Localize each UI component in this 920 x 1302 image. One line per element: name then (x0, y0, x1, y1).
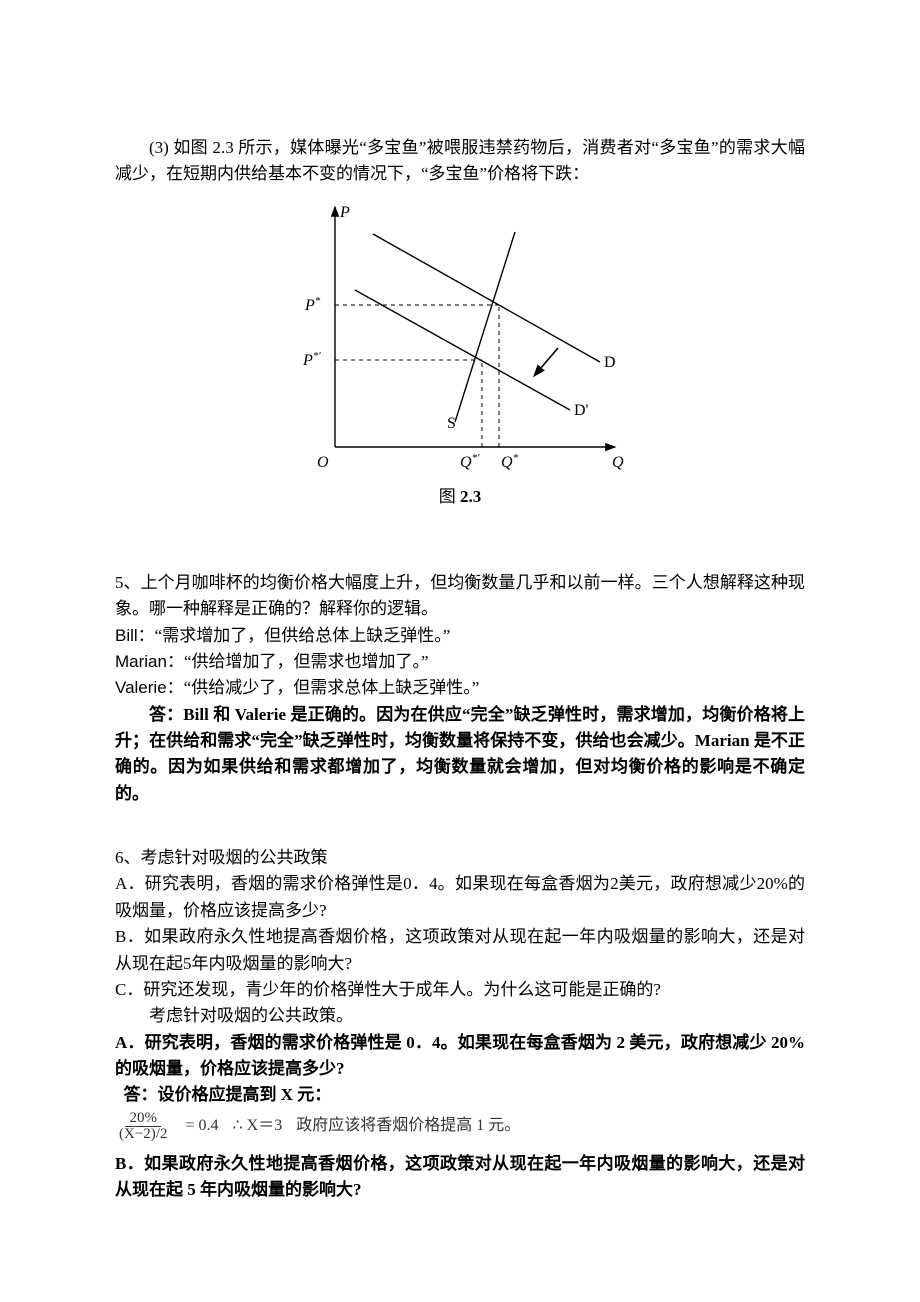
figure-caption: 图 2.3 (115, 484, 805, 510)
q6-c1b: 考虑针对吸烟的公共政策。 (115, 1003, 805, 1029)
valerie-name: Valerie： (115, 678, 184, 697)
fraction: 20% (X−2)/2 (115, 1111, 171, 1144)
bill-name: Bill： (115, 626, 155, 645)
q6-equation: 20% (X−2)/2 = 0.4 ∴ X＝3 政府应该将香烟价格提高 1 元。 (115, 1111, 805, 1144)
svg-text:Q: Q (612, 454, 624, 471)
marian-name: Marian： (115, 652, 184, 671)
fraction-den: (X−2)/2 (115, 1127, 171, 1143)
q6-ans-label: 答：设价格应提高到 X 元： (115, 1082, 805, 1108)
supply-demand-chart: P Q O P* P*' Q*' Q* S D D' (280, 192, 640, 482)
svg-text:P*: P* (304, 295, 321, 314)
svg-text:P*': P*' (302, 350, 321, 369)
q5-marian: Marian：“供给增加了，但需求也增加了。” (115, 649, 805, 675)
bill-quote: “需求增加了，但供给总体上缺乏弹性。” (155, 626, 451, 645)
svg-text:Q*': Q*' (460, 452, 480, 471)
q6-a2: A．研究表明，香烟的需求价格弹性是 0．4。如果现在每盒香烟为 2 美元，政府想… (115, 1030, 805, 1083)
eq-tail: 政府应该将香烟价格提高 1 元。 (296, 1114, 520, 1139)
q5-valerie: Valerie：“供给减少了，但需求总体上缺乏弹性。” (115, 675, 805, 701)
svg-text:S: S (447, 415, 456, 432)
q6-a1: A．研究表明，香烟的需求价格弹性是0．4。如果现在每盒香烟为2美元，政府想减少2… (115, 871, 805, 924)
fraction-num: 20% (125, 1111, 161, 1128)
svg-text:Q*: Q* (501, 452, 519, 471)
q6-c1a: C．研究还发现，青少年的价格弹性大于成年人。为什么这可能是正确的? (115, 977, 805, 1003)
q5-prompt: 5、上个月咖啡杯的均衡价格大幅度上升，但均衡数量几乎和以前一样。三个人想解释这种… (115, 570, 805, 623)
eq-rhs: = 0.4 (185, 1114, 218, 1139)
q6-b1: B．如果政府永久性地提高香烟价格，这项政策对从现在起一年内吸烟量的影响大，还是对… (115, 924, 805, 977)
q6-title: 6、考虑针对吸烟的公共政策 (115, 845, 805, 871)
figure-2-3: P Q O P* P*' Q*' Q* S D D' (115, 192, 805, 482)
svg-text:P: P (339, 204, 350, 221)
q6-b2: B．如果政府永久性地提高香烟价格，这项政策对从现在起一年内吸烟量的影响大，还是对… (115, 1151, 805, 1204)
eq-therefore: ∴ X＝3 (232, 1114, 282, 1139)
q5-answer: 答：Bill 和 Valerie 是正确的。因为在供应“完全”缺乏弹性时，需求增… (115, 702, 805, 807)
svg-text:O: O (317, 454, 329, 471)
svg-text:D': D' (574, 402, 589, 419)
valerie-quote: “供给减少了，但需求总体上缺乏弹性。” (184, 678, 480, 697)
fig-caption-prefix: 图 (439, 487, 460, 506)
marian-quote: “供给增加了，但需求也增加了。” (184, 652, 429, 671)
q5-bill: Bill：“需求增加了，但供给总体上缺乏弹性。” (115, 623, 805, 649)
svg-text:D: D (604, 354, 616, 371)
fig-caption-number: 2.3 (460, 487, 481, 506)
intro-paragraph: (3) 如图 2.3 所示，媒体曝光“多宝鱼”被喂服违禁药物后，消费者对“多宝鱼… (115, 135, 805, 188)
